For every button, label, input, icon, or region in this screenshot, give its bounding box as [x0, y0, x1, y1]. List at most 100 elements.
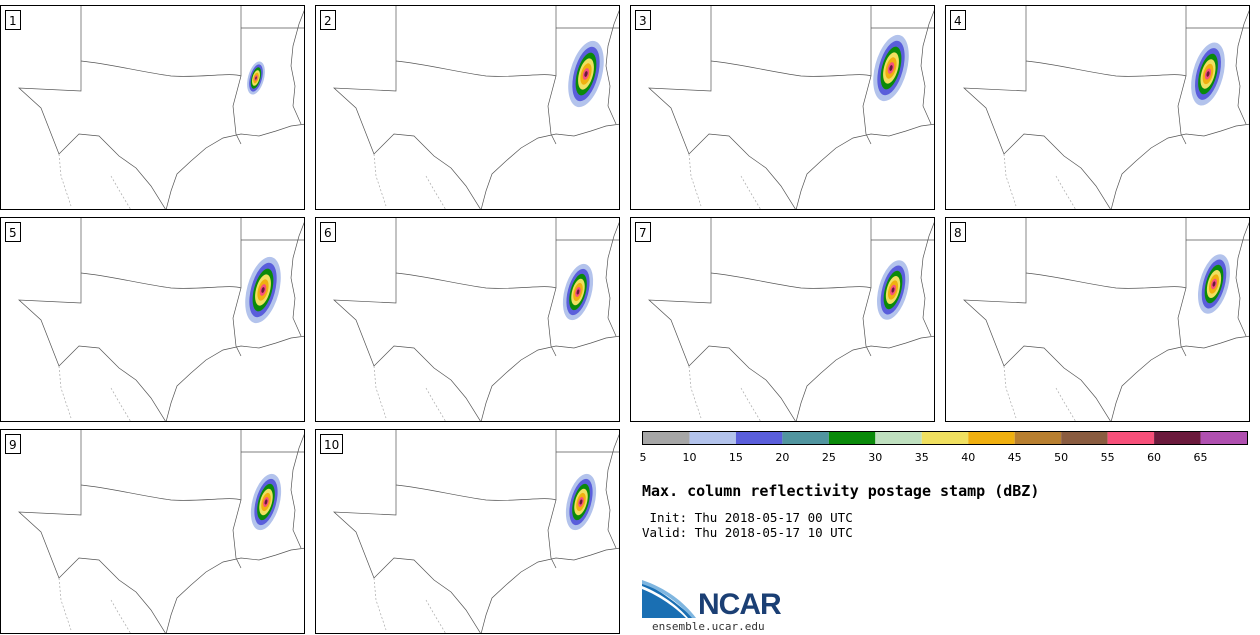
boundary-line — [1235, 222, 1249, 337]
colorbar-tick-label: 35 — [914, 451, 929, 464]
boundary-line — [1055, 175, 1076, 209]
boundary-line — [395, 272, 557, 289]
map-outline — [18, 218, 304, 421]
colorbar-bin — [782, 432, 829, 444]
boundary-line — [395, 60, 557, 77]
boundary-line — [963, 218, 1111, 421]
colorbar-bin — [968, 432, 1015, 444]
boundary-line — [648, 218, 796, 421]
colorbar-bin — [1154, 432, 1201, 444]
stamp-panel-1: 1 — [0, 5, 305, 210]
boundary-line — [710, 272, 872, 289]
boundary-line — [165, 335, 304, 421]
boundary-line — [58, 365, 72, 419]
boundary-line — [58, 577, 72, 631]
panel-label: 6 — [320, 222, 336, 242]
boundary-line — [1025, 60, 1187, 77]
colorbar-tick-label: 20 — [775, 451, 790, 464]
colorbar-bin — [689, 432, 736, 444]
boundary-line — [862, 6, 872, 145]
boundary-line — [395, 484, 557, 501]
colorbar-tick-label: 25 — [821, 451, 836, 464]
map-outline — [648, 218, 934, 421]
boundary-line — [425, 387, 446, 421]
colorbar-tick-label: 55 — [1100, 451, 1115, 464]
reflectivity-colorbar — [642, 431, 1248, 445]
boundary-line — [165, 123, 304, 209]
boundary-line — [373, 577, 387, 631]
panel-label: 2 — [320, 10, 336, 30]
boundary-line — [1003, 365, 1017, 419]
boundary-line — [740, 175, 761, 209]
boundary-line — [425, 599, 446, 633]
boundary-line — [1235, 10, 1249, 125]
reflectivity-contour — [579, 499, 583, 505]
boundary-line — [80, 272, 242, 289]
init-time: Init: Thu 2018-05-17 00 UTC — [642, 510, 853, 525]
boundary-line — [333, 6, 481, 209]
boundary-line — [795, 123, 934, 209]
reflectivity-contour — [1206, 71, 1210, 77]
boundary-line — [547, 218, 557, 357]
boundary-line — [795, 335, 934, 421]
colorbar-tick-label: 40 — [961, 451, 976, 464]
map-outline — [648, 6, 934, 209]
boundary-line — [18, 218, 166, 421]
reflectivity-contour — [264, 499, 268, 505]
stamp-panel-8: 8 — [945, 217, 1250, 422]
stamp-panel-10: 10 — [315, 429, 620, 634]
reflectivity-contour — [255, 76, 257, 80]
boundary-line — [290, 10, 304, 125]
panel-label: 5 — [5, 222, 21, 242]
panel-label: 1 — [5, 10, 21, 30]
map-outline — [963, 6, 1249, 209]
boundary-line — [605, 222, 619, 337]
colorbar-bin — [1200, 432, 1247, 444]
colorbar-bin — [828, 432, 876, 444]
panel-label: 9 — [5, 434, 21, 454]
colorbar-tick-label: 30 — [868, 451, 883, 464]
boundary-line — [425, 175, 446, 209]
map-outline — [333, 430, 619, 633]
boundary-line — [1025, 272, 1187, 289]
colorbar-bin — [735, 432, 783, 444]
boundary-line — [1055, 387, 1076, 421]
panel-label: 4 — [950, 10, 966, 30]
colorbar-tick-label: 60 — [1147, 451, 1162, 464]
reflectivity-contour — [261, 287, 265, 293]
reflectivity-contour — [576, 289, 580, 295]
storm-cluster — [1191, 42, 1225, 106]
stamp-panel-3: 3 — [630, 5, 935, 210]
storm-cluster — [876, 260, 910, 320]
colorbar-bin — [643, 432, 690, 444]
ncar-logo-icon — [642, 580, 696, 618]
site-url[interactable]: ensemble.ucar.edu — [652, 620, 765, 633]
colorbar-tick-label: 50 — [1054, 451, 1069, 464]
colorbar-bin — [1107, 432, 1155, 444]
colorbar-tick-label: 15 — [728, 451, 743, 464]
colorbar-tick-label: 10 — [682, 451, 697, 464]
stamp-panel-4: 4 — [945, 5, 1250, 210]
boundary-line — [480, 123, 619, 209]
boundary-line — [18, 430, 166, 633]
map-outline — [333, 218, 619, 421]
colorbar-border — [642, 431, 1248, 445]
boundary-line — [232, 218, 242, 357]
map-outline — [963, 218, 1249, 421]
boundary-line — [963, 6, 1111, 209]
boundary-line — [740, 387, 761, 421]
map-outline — [18, 6, 304, 209]
boundary-line — [547, 6, 557, 145]
boundary-line — [605, 434, 619, 549]
boundary-line — [290, 222, 304, 337]
reflectivity-contour — [891, 287, 895, 293]
boundary-line — [373, 365, 387, 419]
stamp-panel-5: 5 — [0, 217, 305, 422]
boundary-line — [1177, 218, 1187, 357]
colorbar-tick-label: 45 — [1007, 451, 1022, 464]
boundary-line — [373, 153, 387, 207]
ncar-logo-text: NCAR — [698, 588, 782, 621]
colorbar-bin — [875, 432, 922, 444]
boundary-line — [920, 10, 934, 125]
storm-cluster — [250, 473, 282, 531]
